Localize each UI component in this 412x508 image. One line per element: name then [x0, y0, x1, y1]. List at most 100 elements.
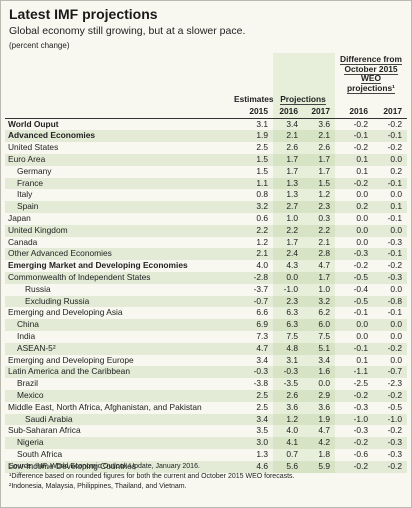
- cell-value: 3.4: [303, 354, 335, 367]
- group-label: Difference from October 2015 WEO project…: [340, 54, 402, 94]
- cell-value: -0.2: [335, 437, 373, 449]
- cell-value: 2.5: [256, 401, 268, 412]
- cell-value: 1.5: [256, 165, 268, 176]
- table-row: Latin America and the Caribbean -0.3 -0.3 1…: [5, 366, 408, 379]
- year-header: 2016: [273, 105, 303, 119]
- row-label: Other Advanced Economies: [5, 248, 231, 261]
- cell-value: 2.6: [273, 389, 303, 402]
- cell-value: 4.7: [303, 260, 335, 272]
- cell-value: -3.8: [253, 378, 268, 389]
- table-row: Emerging Market and Developing Economies…: [5, 260, 407, 272]
- year-row: 2015 2016 2017 2016 2017: [5, 105, 408, 119]
- cell-value: 6.6: [256, 307, 268, 318]
- cell-value: -2.8: [231, 271, 273, 284]
- footnote: Source: IMF, World Economic Outlook Upda…: [9, 463, 200, 470]
- cell-value: 2.7: [273, 201, 303, 213]
- table-row: Excluding Russia -0.7 2.3 3.2 -0.5 -0.8: [5, 295, 408, 308]
- footnotes: Source: IMF, World Economic Outlook Upda…: [9, 462, 294, 492]
- table-row: Italy 0.8 1.3 1.2 0.0 0.0: [5, 189, 407, 202]
- cell-value: 0.0: [356, 189, 368, 200]
- cell-value: -0.2: [387, 425, 403, 436]
- cell-value: -0.3: [353, 401, 368, 412]
- title: Latest IMF projections: [9, 6, 158, 22]
- cell-value: -2.3: [387, 378, 403, 389]
- cell-value: 1.5: [303, 177, 335, 190]
- row-label: India: [17, 330, 36, 341]
- cell-value: 0.1: [335, 153, 373, 166]
- table-row: Emerging and Developing Europe 3.4 3.1 3.4 0…: [5, 354, 407, 367]
- table-row: India 7.3 7.5 7.5 0.0 0.0: [5, 330, 407, 343]
- cell-value: -0.3: [273, 366, 303, 379]
- table-row: China 6.9 6.3 6.0 0.0 0.0: [5, 319, 408, 331]
- row-label: Excluding Russia: [5, 295, 231, 308]
- cell-value: 0.2: [335, 201, 373, 213]
- row-label: Mexico: [5, 389, 231, 402]
- cell-value: 2.1: [273, 130, 303, 143]
- cell-value: 0.6: [256, 212, 268, 223]
- row-label: Spain: [5, 201, 231, 213]
- cell-value: 1.3: [273, 189, 303, 202]
- cell-value: 2.2: [273, 224, 303, 237]
- group-header: Estimates: [234, 94, 273, 104]
- cell-value: -0.3: [353, 425, 368, 436]
- cell-value: -3.5: [273, 378, 303, 390]
- cell-value: 4.7: [303, 425, 335, 438]
- cell-value: 1.9: [303, 413, 335, 426]
- row-label: Saudi Arabia: [5, 413, 231, 426]
- cell-value: -0.2: [335, 460, 373, 473]
- cell-value: 7.5: [273, 330, 303, 343]
- cell-value: 0.1: [373, 201, 408, 213]
- cell-value: 5.6: [273, 460, 303, 473]
- cell-value: 0.0: [390, 330, 403, 341]
- cell-value: 3.4: [273, 118, 303, 131]
- cell-value: -0.1: [353, 307, 368, 318]
- cell-value: 0.0: [356, 236, 368, 247]
- cell-value: 3.4: [256, 354, 268, 365]
- cell-value: 3.6: [303, 118, 335, 131]
- cell-value: 3.1: [273, 354, 303, 367]
- cell-value: 1.7: [273, 236, 303, 249]
- cell-value: -0.2: [373, 460, 408, 473]
- table-row: Euro Area 1.5 1.7 1.7 0.1 0.0: [5, 153, 408, 166]
- row-label: Brazil: [17, 378, 38, 389]
- cell-value: 2.1: [231, 248, 273, 261]
- cell-value: 2.2: [303, 224, 335, 237]
- cell-value: 3.1: [256, 118, 268, 129]
- cell-value: 0.0: [390, 189, 403, 200]
- cell-value: 2.4: [273, 248, 303, 261]
- header-row: Difference from October 2015 WEO project…: [5, 53, 407, 94]
- cell-value: -0.1: [387, 307, 403, 318]
- cell-value: 3.6: [303, 401, 335, 414]
- cell-value: -0.5: [335, 271, 373, 284]
- row-label: Advanced Economies: [5, 130, 231, 143]
- row-label: Euro Area: [5, 153, 231, 166]
- table-row: United States 2.5 2.6 2.6 -0.2 -0.2: [5, 142, 407, 154]
- cell-value: -0.3: [231, 366, 273, 379]
- table-row: South Africa 1.3 0.7 1.8 -0.6 -0.3: [5, 448, 407, 461]
- table-row: Commonwealth of Independent States -2.8 0.…: [5, 271, 408, 284]
- cell-value: 2.6: [303, 142, 335, 154]
- table-row: Advanced Economies 1.9 2.1 2.1 -0.1 -0.1: [5, 130, 408, 143]
- cell-value: 0.0: [390, 354, 403, 365]
- cell-value: 1.0: [303, 283, 335, 296]
- cell-value: 6.3: [273, 319, 303, 331]
- cell-value: 0.1: [356, 354, 368, 365]
- cell-value: 0.8: [256, 189, 268, 200]
- group-header: Projections: [273, 94, 335, 106]
- cell-value: -0.1: [373, 130, 408, 143]
- row-label: France: [5, 177, 231, 190]
- table-row: United Kingdom 2.2 2.2 2.2 0.0 0.0: [5, 224, 408, 237]
- cell-value: 4.3: [273, 260, 303, 272]
- cell-value: 2.5: [231, 389, 273, 402]
- year-header: 2016: [335, 105, 373, 119]
- cell-value: 1.7: [303, 271, 335, 284]
- table-body: Difference from October 2015 WEO project…: [5, 53, 408, 473]
- cell-value: 4.6: [231, 460, 273, 473]
- cell-value: 2.2: [231, 224, 273, 237]
- cell-value: 1.0: [273, 212, 303, 225]
- cell-value: -0.1: [335, 342, 373, 355]
- cell-value: -1.1: [335, 366, 373, 379]
- cell-value: 2.1: [303, 236, 335, 249]
- row-label: Latin America and the Caribbean: [5, 366, 231, 379]
- subtitle: Global economy still growing, but at a s…: [9, 25, 246, 37]
